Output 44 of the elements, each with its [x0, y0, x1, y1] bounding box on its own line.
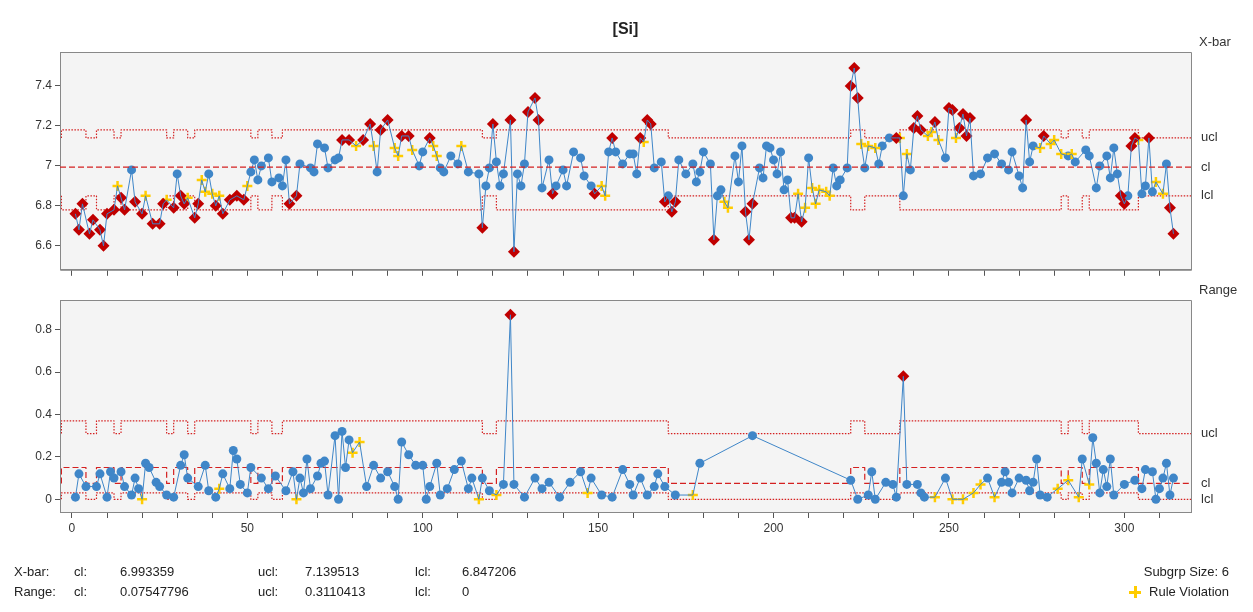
- ref-line-label: cl: [1201, 158, 1211, 174]
- point: [504, 308, 517, 321]
- legend-label: Rule Violation: [1149, 584, 1229, 599]
- text: cl:: [74, 584, 88, 599]
- y-tick-label: 7.4: [35, 78, 53, 93]
- y-tick-label: 0: [45, 491, 53, 506]
- x-tick-label: 200: [763, 520, 784, 535]
- y-tick-label: 6.8: [35, 198, 53, 213]
- text: 7.139513: [305, 564, 361, 579]
- text: lcl:: [415, 564, 432, 579]
- x-tick-label: 50: [240, 520, 255, 535]
- text: 6.993359: [120, 564, 176, 579]
- point: [974, 478, 987, 491]
- x-tick-label: 0: [68, 520, 76, 535]
- text: lcl:: [415, 584, 432, 599]
- text: 6.847206: [462, 564, 518, 579]
- series-label: lcl: [1201, 490, 1214, 506]
- y-tick-label: 0.8: [35, 321, 53, 336]
- text: Range:: [14, 584, 57, 599]
- y-tick-label: 0.6: [35, 364, 53, 379]
- x-tick-label: 150: [588, 520, 609, 535]
- text: 0.3110413: [305, 584, 367, 599]
- series-label: cl: [1201, 474, 1211, 490]
- x-tick-label: 250: [938, 520, 960, 535]
- text: X-bar:: [14, 564, 51, 579]
- y-tick-label: 7: [45, 158, 53, 173]
- x-tick-label: 300: [1114, 520, 1135, 535]
- text: cl:: [74, 564, 88, 579]
- y-tick-label: 7.2: [35, 118, 53, 133]
- chart-title: [Si]: [612, 20, 639, 37]
- series-label: ucl: [1201, 129, 1218, 145]
- y-axis-title: X-bar: [1199, 34, 1232, 50]
- x-tick-label: 100: [412, 520, 434, 535]
- y-tick-label: 0.2: [35, 449, 53, 464]
- text: 0.07547796: [120, 584, 190, 599]
- series-label: lcl: [1201, 187, 1214, 203]
- y-tick-label: 6.6: [35, 238, 53, 253]
- text: ucl:: [258, 584, 280, 599]
- y-axis-title: Range: [1199, 282, 1238, 298]
- series-label: ucl: [1201, 425, 1218, 441]
- text: 0: [462, 584, 471, 599]
- text: Subgrp Size: 6: [1143, 564, 1229, 579]
- y-tick-label: 0.4: [35, 406, 53, 421]
- text: ucl:: [258, 564, 280, 579]
